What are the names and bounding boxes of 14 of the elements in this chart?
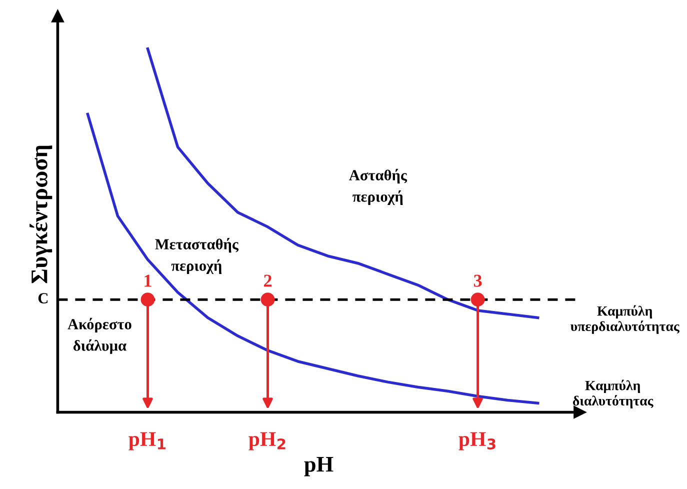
text: Καμπύλη υπερδιαλυτότητας	[570, 305, 680, 334]
annotation: 2	[264, 274, 272, 287]
text: Καμπύλη διαλυτότητας	[572, 380, 654, 408]
x-axis-title: pH	[304, 456, 334, 476]
x-tick-label: pH$_{2}$	[248, 432, 286, 450]
annotation: 1	[144, 274, 152, 287]
y-axis-title: Συγκέντρωση	[30, 145, 52, 284]
x-tick-label: pH$_{3}$	[458, 432, 496, 450]
annotation: Ακόρεστο διάλυμα	[68, 318, 132, 354]
annotation: 3	[474, 274, 482, 287]
ref-line-label: C	[38, 293, 48, 304]
x-tick-label: pH$_{1}$	[128, 432, 166, 450]
annotation: Ασταθής περιοχή	[349, 168, 408, 205]
annotation: Μετασταθής περιοχή	[155, 238, 239, 274]
